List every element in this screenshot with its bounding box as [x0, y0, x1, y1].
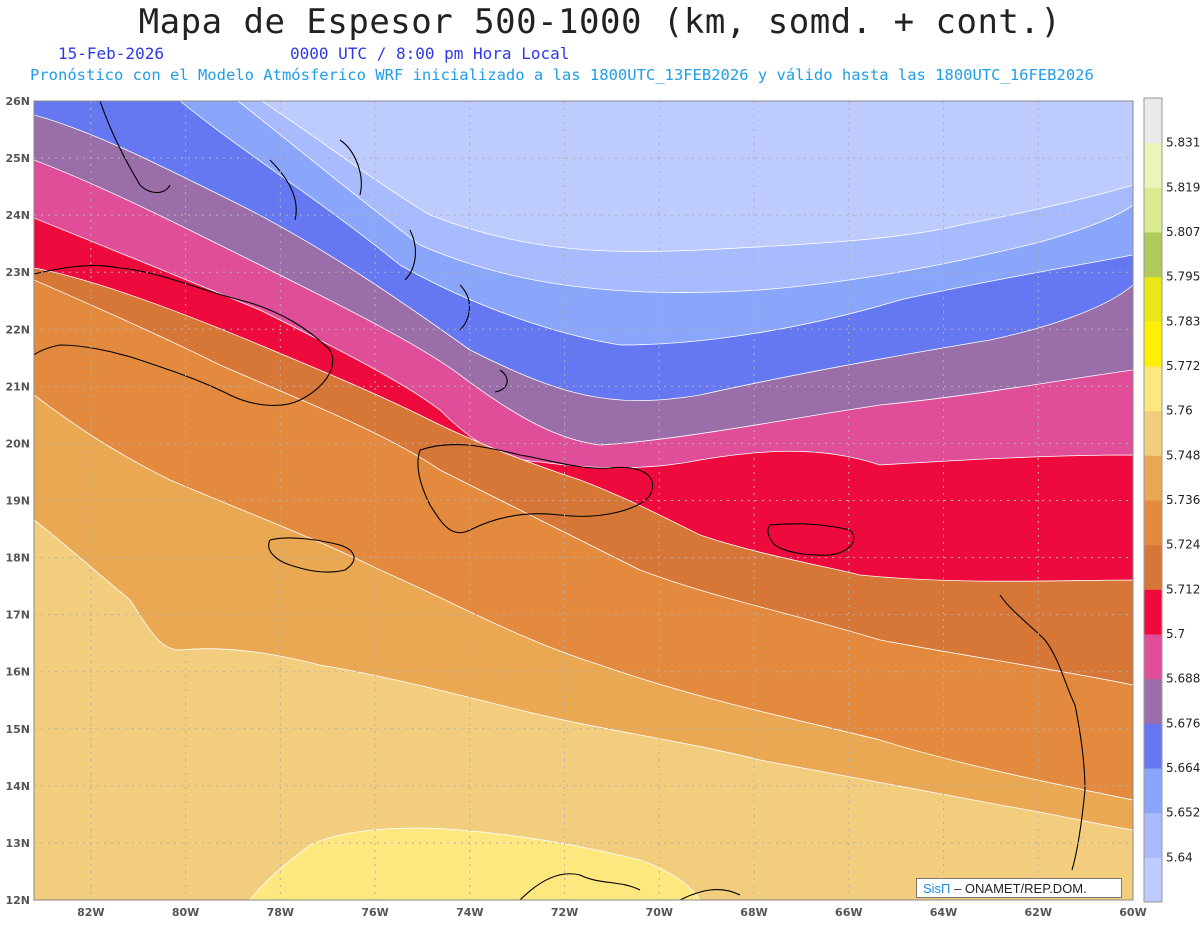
lon-tick-label: 78W [267, 906, 294, 919]
lon-tick-label: 60W [1119, 906, 1146, 919]
lat-tick-label: 12N [5, 894, 30, 907]
colorbar-label: 5.819 [1166, 180, 1200, 194]
colorbar-label: 5.831 [1166, 136, 1200, 150]
model-info: Pronóstico con el Modelo Atmósferico WRF… [30, 66, 1094, 84]
lat-tick-label: 19N [5, 495, 30, 508]
thickness-field [34, 101, 1133, 900]
colorbar-frame [1143, 97, 1163, 903]
colorbar-label: 5.724 [1166, 538, 1200, 552]
colorbar-label: 5.736 [1166, 493, 1200, 507]
colorbar-label: 5.807 [1166, 225, 1200, 239]
lon-tick-label: 70W [646, 906, 673, 919]
bahamas-coast [269, 139, 508, 393]
forecast-time: 0000 UTC / 8:00 pm Hora Local [290, 44, 570, 63]
colorbar [1143, 97, 1163, 903]
colorbar-swatch [1144, 142, 1162, 188]
lat-tick-label: 25N [5, 152, 30, 165]
colorbar-swatch [1144, 812, 1162, 858]
lon-tick-label: 80W [172, 906, 199, 919]
lat-tick-label: 24N [5, 209, 30, 222]
lat-tick-label: 21N [5, 380, 30, 393]
map-frame [33, 100, 1134, 901]
colorbar-label: 5.748 [1166, 448, 1200, 462]
lon-tick-label: 74W [456, 906, 483, 919]
lon-tick-label: 66W [835, 906, 862, 919]
colorbar-swatch [1144, 98, 1162, 144]
colorbar-label: 5.688 [1166, 672, 1200, 686]
lat-tick-label: 13N [5, 837, 30, 850]
lon-tick-label: 82W [77, 906, 104, 919]
lon-tick-label: 76W [361, 906, 388, 919]
lat-tick-label: 14N [5, 780, 30, 793]
band-5.76 [34, 519, 1133, 900]
lat-tick-label: 15N [5, 723, 30, 736]
colorbar-swatch [1144, 232, 1162, 278]
hispaniola-coast [417, 444, 653, 533]
colorbar-swatch [1144, 321, 1162, 367]
lon-ticks: 82W 80W 78W 76W 74W 72W 70W 68W 66W 64W … [77, 906, 1147, 919]
colorbar-swatch [1144, 410, 1162, 456]
colorbar-swatch [1144, 187, 1162, 233]
lon-tick-label: 64W [930, 906, 957, 919]
coastlines [34, 101, 1086, 900]
lat-tick-label: 16N [5, 666, 30, 679]
colorbar-swatch [1144, 857, 1162, 903]
colorbar-swatch [1144, 544, 1162, 590]
colorbar-label: 5.652 [1166, 806, 1200, 820]
colorbar-label: 5.795 [1166, 270, 1200, 284]
colorbar-label: 5.712 [1166, 582, 1200, 596]
colorbar-label: 5.664 [1166, 761, 1200, 775]
forecast-date: 15-Feb-2026 [58, 44, 164, 63]
colorbar-swatch [1144, 678, 1162, 724]
colorbar-label: 5.783 [1166, 314, 1200, 328]
band-5.772 [249, 827, 701, 900]
colorbar-swatch [1144, 366, 1162, 412]
colorbar-swatch [1144, 768, 1162, 814]
florida-coast [99, 101, 171, 194]
lat-ticks: 26N 25N 24N 23N 22N 21N 20N 19N 18N 17N … [5, 95, 30, 907]
lat-tick-label: 22N [5, 323, 30, 336]
jamaica-coast [268, 537, 355, 573]
colorbar-label: 5.7 [1166, 627, 1185, 641]
south-america-coast [519, 873, 741, 900]
colorbar-swatch [1144, 500, 1162, 546]
lesser-antilles-coast [999, 594, 1086, 871]
lon-tick-label: 62W [1025, 906, 1052, 919]
colorbar-swatch [1144, 723, 1162, 769]
colorbar-swatch [1144, 589, 1162, 635]
colorbar-swatch [1144, 455, 1162, 501]
page-title: Mapa de Espesor 500-1000 (km, somd. + co… [138, 2, 1062, 42]
lat-tick-label: 17N [5, 609, 30, 622]
lat-tick-label: 26N [5, 95, 30, 108]
colorbar-swatch [1144, 276, 1162, 322]
credit-box: SisΠ – ONAMET/REP.DOM. [916, 878, 1122, 898]
colorbar-label: 5.772 [1166, 359, 1200, 373]
lon-tick-label: 72W [551, 906, 578, 919]
lon-tick-label: 68W [740, 906, 767, 919]
lat-tick-label: 18N [5, 552, 30, 565]
colorbar-swatch [1144, 634, 1162, 680]
puerto-rico-coast [767, 523, 855, 556]
credit-brand: SisΠ [923, 881, 951, 896]
colorbar-label: 5.676 [1166, 716, 1200, 730]
lat-tick-label: 20N [5, 437, 30, 450]
colorbar-labels: 5.64 5.652 5.664 5.676 5.688 5.7 5.712 5… [1166, 136, 1200, 865]
lat-tick-label: 23N [5, 266, 30, 279]
cuba-coast [34, 264, 334, 406]
credit-org: – ONAMET/REP.DOM. [954, 881, 1087, 896]
colorbar-label: 5.76 [1166, 404, 1193, 418]
colorbar-label: 5.64 [1166, 850, 1193, 864]
